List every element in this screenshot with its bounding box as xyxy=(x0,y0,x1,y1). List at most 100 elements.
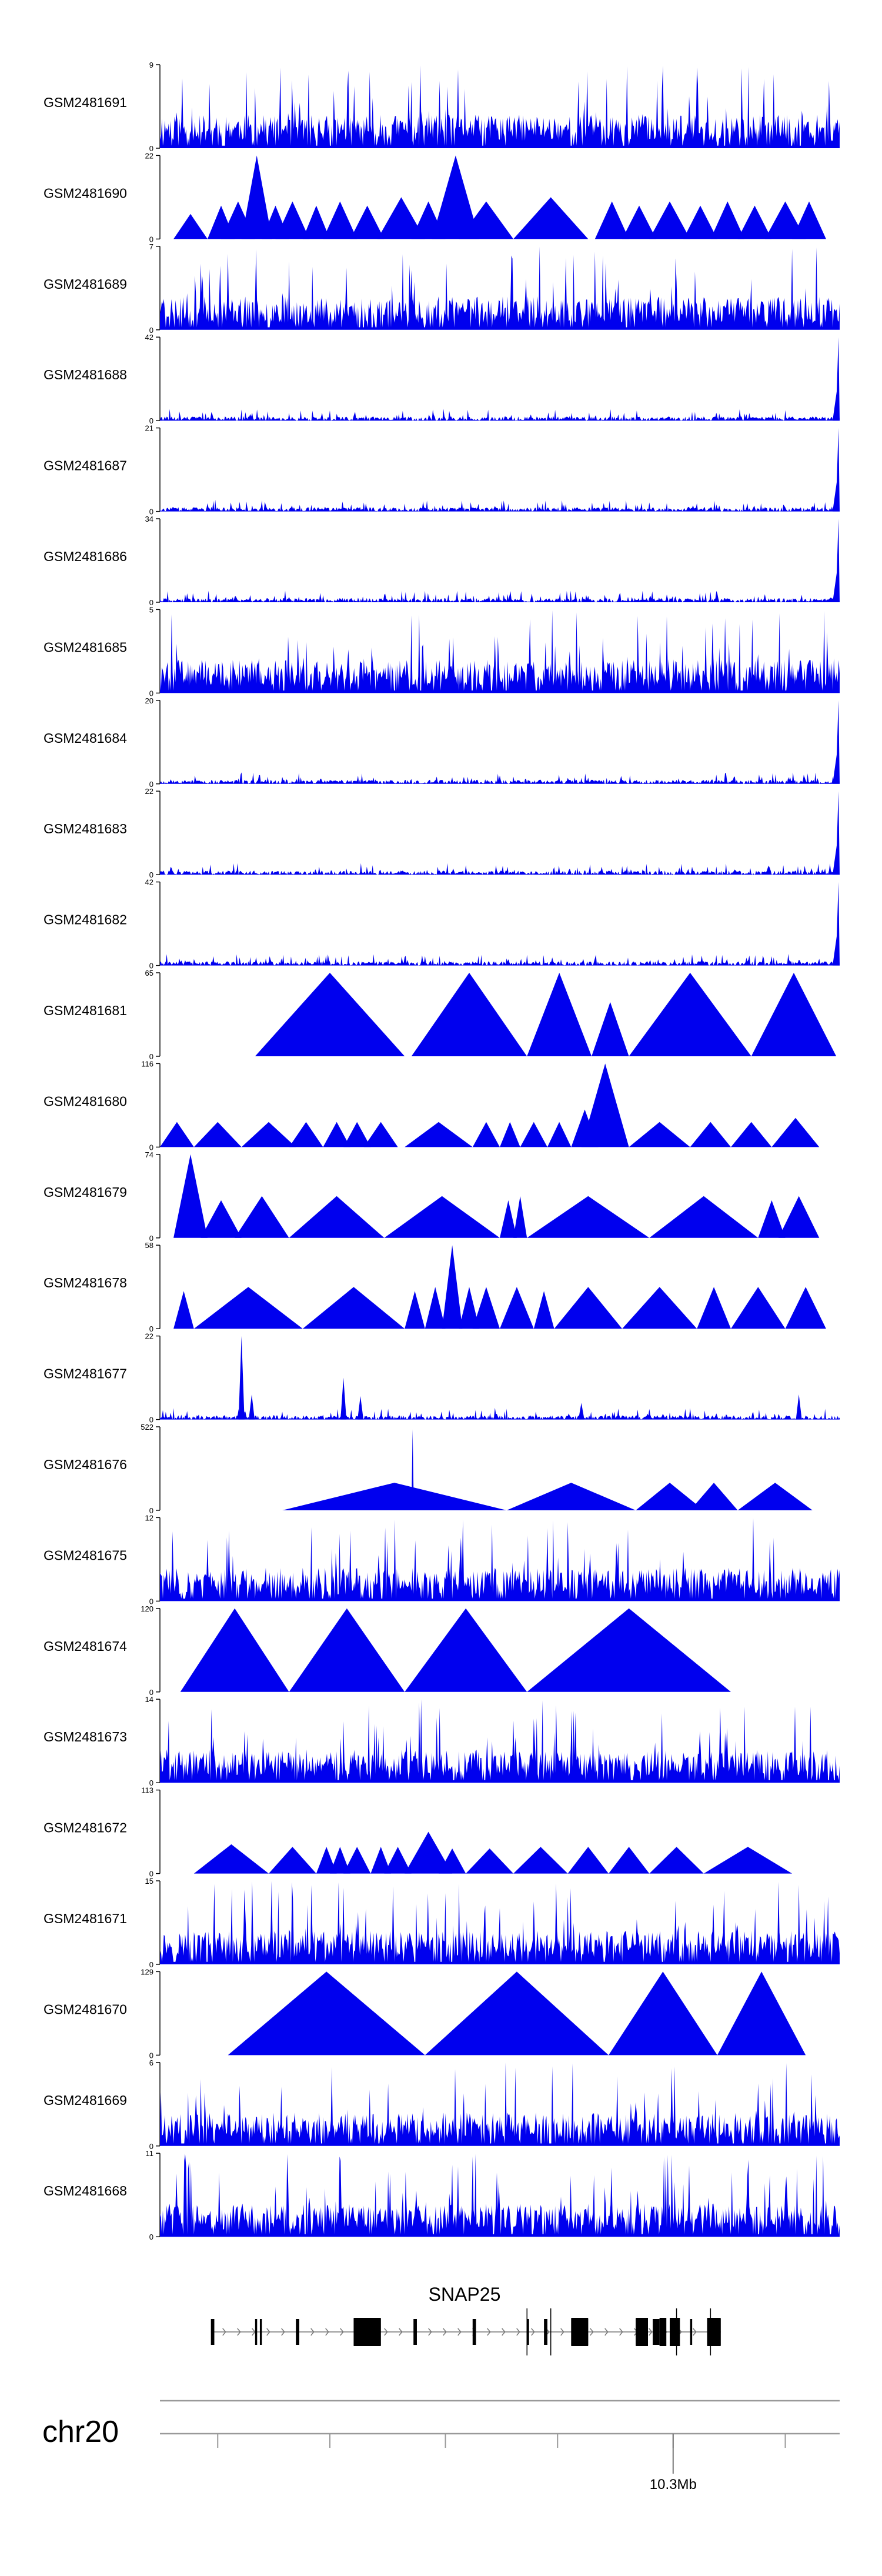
coverage-peak xyxy=(690,1122,731,1147)
coverage-peak xyxy=(527,973,592,1056)
coverage-peak xyxy=(520,1122,547,1147)
coverage-peak xyxy=(160,1122,194,1147)
chromosome-label: chr20 xyxy=(42,2415,119,2449)
coverage-area xyxy=(160,409,840,421)
gene-exon xyxy=(690,2319,693,2345)
track-GSM2481674: GSM2481674 120 0 xyxy=(44,1604,731,1697)
coverage-peak xyxy=(255,973,405,1056)
track-GSM2481690: GSM2481690 22 0 xyxy=(44,151,826,243)
y-max-label: 74 xyxy=(145,1150,153,1159)
y-max-label: 14 xyxy=(145,1695,153,1704)
track-GSM2481669: GSM2481669 6 0 xyxy=(44,2058,840,2151)
track-label: GSM2481678 xyxy=(44,1275,127,1290)
track-GSM2481676: GSM2481676 522 0 xyxy=(44,1423,813,1515)
gene-name: SNAP25 xyxy=(429,2284,501,2305)
y-max-label: 5 xyxy=(149,605,153,614)
coverage-peak xyxy=(193,1287,303,1329)
coverage-peak xyxy=(710,201,745,239)
coverage-peak xyxy=(330,1847,350,1874)
coverage-peak xyxy=(459,201,514,239)
coverage-peak xyxy=(425,1287,446,1329)
track-GSM2481677: GSM2481677 22 0 xyxy=(44,1332,840,1424)
gene-exon xyxy=(571,2318,589,2346)
track-GSM2481682: GSM2481682 42 0 xyxy=(44,878,840,970)
y-max-label: 7 xyxy=(149,242,153,251)
gene-exon xyxy=(527,2319,529,2345)
chromosome-axis: chr20 10.3Mb xyxy=(42,2400,840,2492)
y-zero-label: 0 xyxy=(149,2051,153,2060)
coverage-peak xyxy=(466,1848,514,1874)
y-zero-label: 0 xyxy=(149,962,153,970)
strand-arrow xyxy=(310,2328,315,2336)
coverage-area xyxy=(160,65,840,149)
coverage-peak xyxy=(697,1287,731,1329)
gene-exon xyxy=(211,2319,215,2345)
coverage-peak xyxy=(193,1122,242,1147)
track-label: GSM2481675 xyxy=(44,1547,127,1563)
coverage-peak xyxy=(405,1831,453,1874)
coverage-peak xyxy=(201,1200,242,1238)
track-label: GSM2481691 xyxy=(44,95,127,110)
y-zero-label: 0 xyxy=(149,598,153,607)
y-zero-label: 0 xyxy=(149,1143,153,1152)
strand-arrow xyxy=(560,2328,564,2336)
y-max-label: 34 xyxy=(145,515,153,523)
gene-exon xyxy=(413,2319,417,2345)
coverage-peak xyxy=(323,1122,350,1147)
coverage-peak xyxy=(405,1291,425,1329)
track-GSM2481680: GSM2481680 116 0 xyxy=(44,1059,820,1152)
coverage-area xyxy=(160,2063,840,2146)
coverage-peak xyxy=(472,1122,500,1147)
coverage-peak xyxy=(228,1971,425,2056)
strand-arrow xyxy=(516,2328,520,2336)
track-GSM2481668: GSM2481668 11 0 xyxy=(44,2149,840,2241)
strand-arrow xyxy=(590,2328,594,2336)
coverage-peak xyxy=(384,1196,500,1238)
coverage-spike xyxy=(833,882,840,966)
coverage-peak xyxy=(513,197,589,239)
track-GSM2481671: GSM2481671 15 0 xyxy=(44,1877,840,1969)
coverage-peak xyxy=(173,1154,208,1238)
track-label: GSM2481685 xyxy=(44,639,127,655)
track-label: GSM2481671 xyxy=(44,1911,127,1926)
coverage-peak xyxy=(173,213,208,239)
coverage-area xyxy=(160,499,840,512)
coverage-peak xyxy=(241,155,272,239)
y-zero-label: 0 xyxy=(149,1052,153,1061)
coverage-area xyxy=(160,2154,840,2237)
coverage-peak xyxy=(609,1971,717,2056)
coverage-peak xyxy=(513,1847,568,1874)
coverage-spike xyxy=(358,1396,364,1420)
y-max-label: 15 xyxy=(145,1877,153,1886)
coverage-peak xyxy=(792,201,826,239)
y-max-label: 120 xyxy=(141,1604,153,1613)
gene-exon xyxy=(659,2318,667,2346)
coverage-peak xyxy=(683,205,717,239)
coverage-peak xyxy=(316,1847,337,1874)
strand-arrow xyxy=(252,2328,256,2336)
y-zero-label: 0 xyxy=(149,1506,153,1515)
strand-arrow xyxy=(399,2328,403,2336)
gene-track: SNAP25 xyxy=(211,2284,721,2355)
coverage-peak xyxy=(764,201,806,239)
y-zero-label: 0 xyxy=(149,1960,153,1969)
track-label: GSM2481689 xyxy=(44,276,127,292)
track-GSM2481679: GSM2481679 74 0 xyxy=(44,1150,820,1243)
coverage-peak xyxy=(717,1971,806,2056)
coverage-peak xyxy=(622,1287,697,1329)
track-GSM2481684: GSM2481684 20 0 xyxy=(44,696,840,789)
coverage-spike xyxy=(796,1394,802,1420)
coverage-area xyxy=(160,610,840,693)
track-GSM2481689: GSM2481689 7 0 xyxy=(44,242,840,335)
y-max-label: 522 xyxy=(141,1423,153,1432)
strand-arrow xyxy=(443,2328,447,2336)
coverage-peak xyxy=(302,205,330,239)
coverage-spike xyxy=(833,791,840,875)
coverage-peak xyxy=(703,1847,793,1874)
coverage-peak xyxy=(289,1608,405,1692)
track-GSM2481672: GSM2481672 113 0 xyxy=(44,1786,793,1878)
strand-arrow xyxy=(649,2328,653,2336)
coverage-area xyxy=(160,953,840,966)
coverage-peak xyxy=(731,1122,772,1147)
